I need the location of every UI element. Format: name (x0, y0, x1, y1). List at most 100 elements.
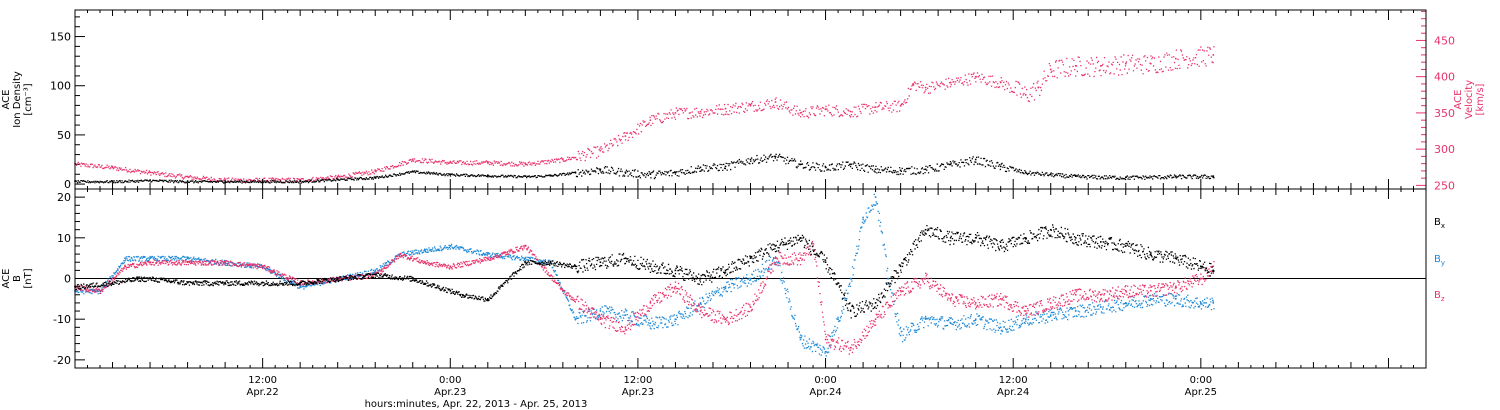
density-tick-label: 0 (64, 178, 71, 191)
by-series-point (599, 310, 602, 312)
density-series-point (186, 180, 189, 182)
b-tick-label: -20 (53, 354, 71, 367)
bx-series-point (674, 269, 677, 272)
bz-series-point (562, 289, 564, 292)
by-series-point (862, 216, 864, 219)
velocity-tick-label: 450 (1434, 34, 1455, 47)
time-tick-label-time: 0:00 (439, 375, 461, 386)
density-series-point (574, 171, 577, 174)
bx-series-point (1175, 257, 1177, 259)
density-series: density (74, 153, 1215, 184)
b-tick-label: -10 (53, 313, 71, 326)
bx-series-point (1100, 241, 1102, 243)
velocity-series-point (924, 86, 927, 89)
by-series-point (724, 285, 727, 288)
velocity-series-point (912, 83, 914, 85)
bx-series-point (136, 277, 139, 280)
b-tick-label: 10 (57, 232, 71, 245)
density-series-point (336, 178, 339, 180)
by-series-point (624, 314, 627, 316)
by-series-point (1125, 302, 1127, 304)
x-axis-label: hours:minutes, Apr. 22, 2013 - Apr. 25, … (365, 399, 588, 410)
density-tick-label: 150 (50, 31, 71, 44)
velocity-series-point (1175, 57, 1177, 60)
by-series-point (149, 257, 151, 259)
by-series-point (449, 245, 452, 247)
bz-series-point (1024, 310, 1027, 312)
density-tick-label: 100 (50, 80, 71, 93)
density-series-point (924, 168, 927, 171)
velocity-series-point (374, 170, 376, 172)
bx-series-point (899, 265, 902, 268)
by-series-point (799, 338, 802, 341)
velocity-series-point (999, 81, 1002, 84)
top-panel-frame (74, 9, 1427, 190)
bz-series-point (949, 298, 952, 300)
velocity-series-point (749, 104, 752, 107)
bz-series-point (724, 318, 727, 320)
density-series-point (799, 163, 802, 166)
density-series-point (411, 170, 414, 173)
by-series-point (899, 334, 902, 337)
bx-series-point (924, 228, 927, 231)
density-series-point (749, 158, 752, 161)
velocity-series-point (487, 161, 489, 163)
bz-series-point (1175, 285, 1177, 288)
velocity-series-point (224, 178, 226, 181)
velocity-series-point (649, 119, 652, 121)
density-series-point (674, 171, 677, 174)
bx-series-point (874, 302, 877, 304)
bz-series-point (799, 257, 802, 259)
bz-series-point (599, 318, 602, 320)
density-series-point (874, 168, 877, 171)
by-series-point (749, 277, 752, 280)
bx-series-point (799, 237, 802, 239)
velocity-series-point (799, 112, 802, 114)
velocity-series-point (1037, 86, 1039, 89)
bx-series-point (111, 281, 114, 284)
bz-series-point (874, 318, 877, 320)
velocity-series-point (1074, 65, 1077, 67)
velocity-series-point (186, 175, 189, 178)
velocity-series-point (824, 108, 827, 111)
density-series-point (974, 158, 977, 161)
velocity-series-point (299, 178, 301, 181)
bx-series-point (224, 281, 226, 284)
density-series-point (1212, 175, 1215, 177)
velocity-series-point (524, 162, 527, 165)
velocity-tick-label: 250 (1434, 179, 1455, 192)
velocity-series-point (449, 161, 452, 163)
bx-series-point (336, 277, 339, 280)
bz-series-point (524, 245, 527, 247)
by-series-point (374, 269, 376, 272)
velocity-series-point (724, 107, 727, 110)
density-series-point (774, 155, 777, 158)
bx-series-points (75, 224, 1215, 319)
bz-series-point (224, 261, 226, 263)
velocity-series-point (774, 101, 777, 103)
density-series-point (299, 180, 301, 182)
b-tick-label: 0 (64, 273, 71, 286)
density-series-point (599, 168, 602, 171)
bz-series-point (449, 265, 452, 268)
legend-bx: Bx (1434, 217, 1445, 230)
by-series-point (1200, 302, 1202, 304)
bx-series-point (449, 289, 452, 292)
by-series-point (1049, 314, 1052, 316)
top-panel-density-velocity: 0 50 100 150 250 300 350 400 450 ACEIon Density[c… (1, 9, 1486, 192)
bx-series-point (1150, 253, 1152, 255)
bx-series-point (299, 281, 301, 284)
bz-series: Bz (74, 240, 1215, 355)
velocity-axis-label: ACEVelocity[km/s] (1453, 80, 1486, 119)
velocity-series-point (974, 75, 977, 78)
time-tick-label-time: 0:00 (1190, 375, 1212, 386)
density-series-point (1074, 175, 1077, 177)
bx-series-point (624, 257, 627, 259)
velocity-series-point (1212, 54, 1215, 56)
density-series-point (999, 165, 1002, 168)
bz-series-point (424, 261, 427, 263)
by-series-point (1175, 298, 1177, 300)
density-series-point (449, 173, 452, 175)
velocity-series-point (1125, 62, 1127, 65)
